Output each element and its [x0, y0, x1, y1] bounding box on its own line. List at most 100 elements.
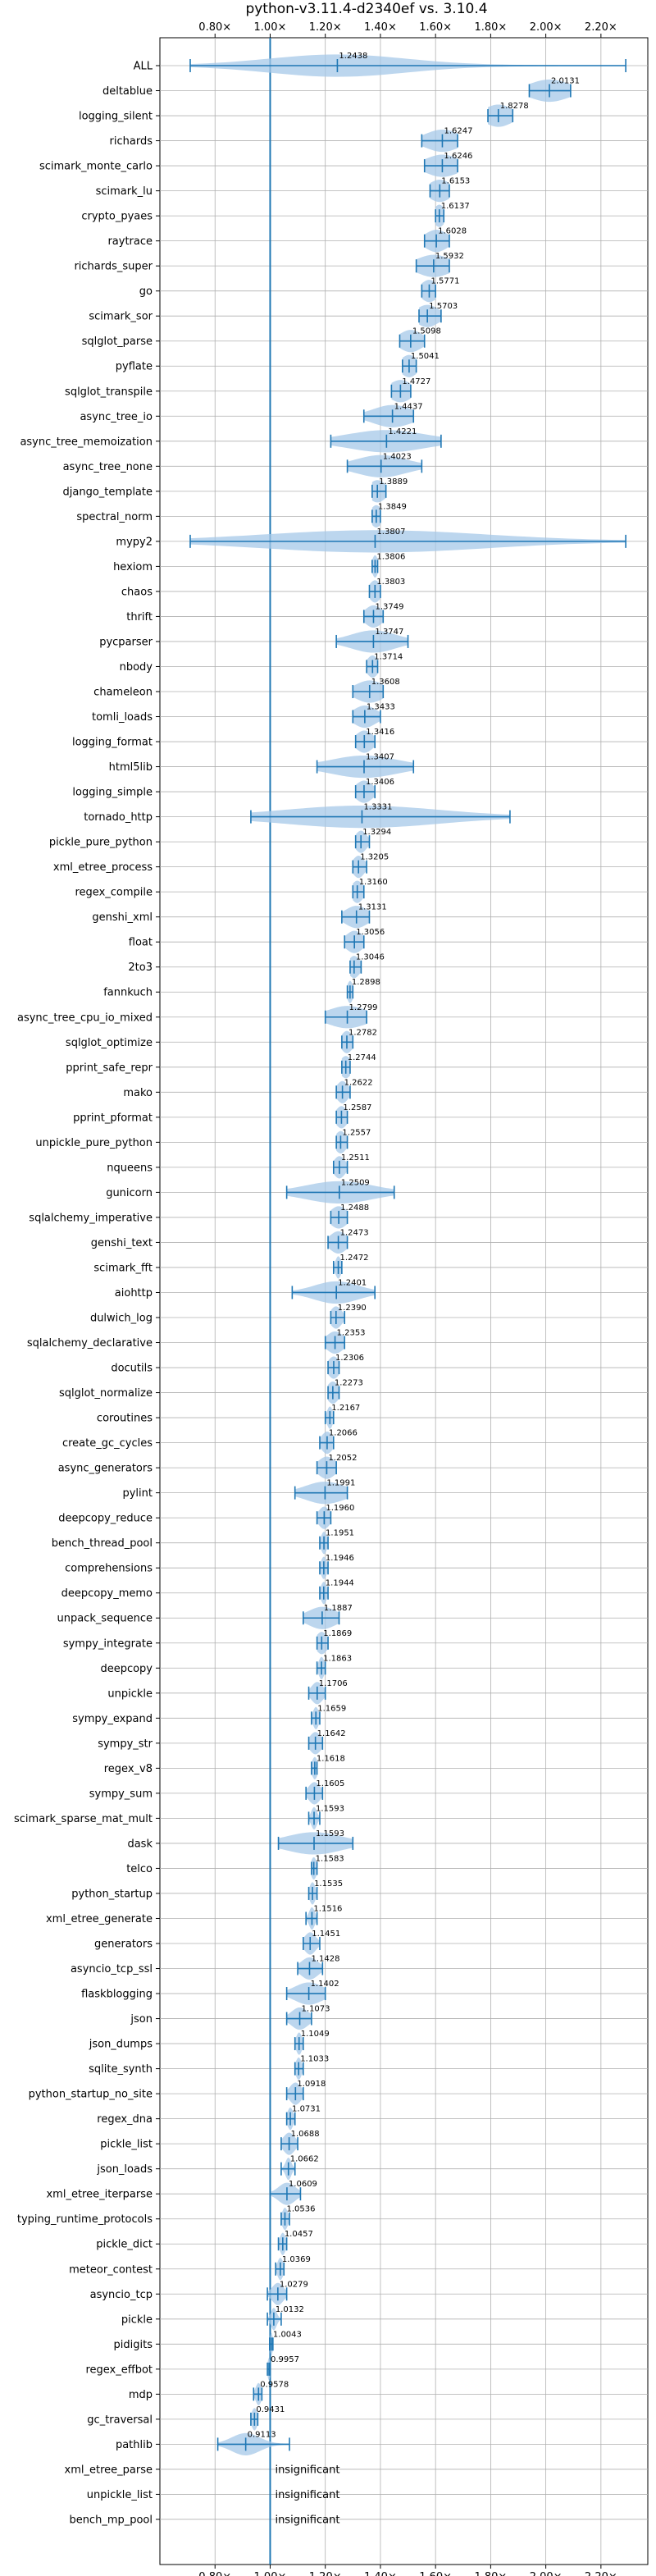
value-label-dask: 1.1593: [316, 1829, 344, 1838]
value-label-sympy-integrate: 1.1869: [323, 1629, 352, 1638]
category-label-mdp: mdp: [129, 2389, 153, 2401]
category-label-mako: mako: [123, 1087, 153, 1099]
category-label-tornado-http: tornado_http: [84, 811, 153, 824]
category-label-async-tree-memoization: async_tree_memoization: [20, 436, 153, 448]
category-label-sympy-sum: sympy_sum: [89, 1788, 153, 1800]
tick-label-top-1: 1.00×: [254, 21, 287, 34]
value-label-fannkuch: 1.2898: [352, 978, 380, 987]
value-label-float: 1.3056: [356, 928, 385, 937]
category-label-regex-effbot: regex_effbot: [85, 2364, 153, 2376]
value-label-pathlib: 0.9113: [248, 2430, 276, 2439]
plot-area: [159, 37, 649, 2565]
category-label-docutils: docutils: [111, 1363, 153, 1375]
category-label-unpickle-list: unpickle_list: [87, 2489, 153, 2501]
tick-label-bottom-6: 2.00×: [530, 2571, 563, 2576]
value-label-scimark-sparse-mat-mult: 1.1593: [316, 1804, 344, 1813]
value-label-regex-dna: 1.0731: [292, 2105, 321, 2114]
value-label-crypto-pyaes: 1.6137: [441, 202, 470, 211]
value-label-pycparser: 1.3747: [375, 628, 403, 637]
category-label-richards: richards: [110, 135, 153, 148]
insignificant-label-unpickle-list: insignificant: [275, 2489, 339, 2501]
category-label-xml-etree-parse: xml_etree_parse: [65, 2464, 153, 2476]
category-label-asyncio-tcp: asyncio_tcp: [90, 2289, 153, 2301]
category-label-pickle-list: pickle_list: [100, 2139, 153, 2151]
value-label-sqlalchemy-declarative: 1.2353: [337, 1329, 366, 1338]
value-label-logging-silent: 1.8278: [500, 102, 529, 111]
tick-label-bottom-2: 1.20×: [309, 2571, 342, 2576]
category-label-pprint-pformat: pprint_pformat: [73, 1112, 153, 1124]
value-label-async-tree-memoization: 1.4221: [388, 427, 417, 436]
category-label-scimark-sor: scimark_sor: [89, 311, 153, 323]
category-label-scimark-sparse-mat-mult: scimark_sparse_mat_mult: [14, 1813, 153, 1825]
value-label-tornado-http: 1.3331: [363, 803, 392, 812]
value-label-deepcopy-memo: 1.1944: [326, 1579, 354, 1588]
insignificant-label-xml-etree-parse: insignificant: [275, 2464, 339, 2476]
category-label-sqlglot-optimize: sqlglot_optimize: [66, 1037, 153, 1049]
value-label-gunicorn: 1.2509: [341, 1178, 370, 1187]
value-label-hexiom: 1.3806: [376, 552, 405, 561]
category-label-bench-thread-pool: bench_thread_pool: [52, 1537, 153, 1550]
category-label-async-generators: async_generators: [58, 1463, 153, 1475]
value-label-json-dumps: 1.1049: [301, 2030, 330, 2039]
value-label-regex-effbot: 0.9957: [271, 2355, 299, 2364]
x-axis-ticks: 0.80× 0.80× 1.00× 1.00× 1.20× 1.20× 1.40× 1.40×…: [156, 21, 617, 2576]
value-label-chameleon: 1.3608: [371, 678, 400, 687]
value-label-deepcopy-reduce: 1.1960: [326, 1504, 354, 1513]
value-label-nbody: 1.3714: [374, 652, 403, 661]
category-labels: ALL deltablue logging_silent richards scimar…: [14, 61, 153, 2527]
value-label-scimark-fft: 1.2472: [340, 1254, 369, 1263]
value-label-sqlglot-transpile: 1.4727: [402, 377, 430, 386]
category-label-regex-dna: regex_dna: [97, 2113, 153, 2126]
category-label-json-loads: json_loads: [96, 2163, 153, 2176]
value-label-richards: 1.6247: [444, 127, 472, 136]
value-label-sympy-sum: 1.1605: [316, 1779, 344, 1788]
value-label-generators: 1.1451: [312, 1930, 340, 1939]
category-label-chameleon: chameleon: [93, 687, 153, 699]
value-label-unpack-sequence: 1.1887: [324, 1604, 353, 1613]
tick-label-top-5: 1.80×: [474, 21, 507, 34]
category-label-sqlite-synth: sqlite_synth: [89, 2063, 153, 2076]
category-label-genshi-xml: genshi_xml: [92, 911, 153, 924]
category-label-pprint-safe-repr: pprint_safe_repr: [66, 1062, 153, 1074]
value-label-xml-etree-iterparse: 1.0609: [289, 2180, 317, 2189]
category-label-sympy-str: sympy_str: [98, 1738, 153, 1750]
value-label-raytrace: 1.6028: [438, 227, 467, 236]
value-label-sqlite-synth: 1.1033: [300, 2055, 329, 2064]
tick-label-bottom-0: 0.80×: [198, 2571, 231, 2576]
violins: [189, 54, 626, 2455]
value-label-pylint: 1.1991: [326, 1479, 355, 1488]
value-label-flaskblogging: 1.1402: [311, 1980, 339, 1989]
category-label-xml-etree-generate: xml_etree_generate: [46, 1913, 153, 1925]
value-label-logging-format: 1.3416: [366, 728, 394, 737]
value-label-genshi-text: 1.2473: [340, 1228, 369, 1237]
value-labels: 1.2438 2.0131 1.8278 1.6247 1.6246 1.6153 1.61…: [248, 52, 580, 2526]
category-label-go: go: [139, 285, 153, 298]
value-label-nqueens: 1.2511: [341, 1153, 370, 1162]
value-label-comprehensions: 1.1946: [326, 1554, 354, 1563]
category-label-unpickle: unpickle: [107, 1688, 153, 1700]
category-label-pidigits: pidigits: [114, 2339, 153, 2351]
category-label-logging-format: logging_format: [72, 737, 153, 749]
value-label-python-startup: 1.1535: [314, 1879, 343, 1889]
category-label-meteor-contest: meteor_contest: [69, 2263, 153, 2276]
value-label-deltablue: 2.0131: [551, 77, 580, 86]
value-label-pickle-dict: 1.0457: [285, 2230, 313, 2239]
category-label-scimark-fft: scimark_fft: [93, 1262, 153, 1274]
category-label-pickle: pickle: [121, 2313, 153, 2326]
value-label-async-generators: 1.2052: [328, 1454, 357, 1463]
category-label-telco: telco: [126, 1863, 153, 1875]
value-label-async-tree-io: 1.4437: [394, 402, 423, 411]
category-label-django-template: django_template: [63, 486, 153, 498]
value-label-pickle-pure-python: 1.3294: [362, 828, 391, 837]
category-label-python-startup-no-site: python_startup_no_site: [29, 2089, 153, 2101]
category-label-gc-traversal: gc_traversal: [87, 2414, 153, 2426]
value-label-all: 1.2438: [339, 52, 367, 61]
value-label-sqlglot-parse: 1.5098: [412, 327, 441, 336]
category-label-chaos: chaos: [121, 586, 153, 598]
value-label-json-loads: 1.0662: [290, 2155, 319, 2164]
value-label-unpickle-pure-python: 1.2557: [342, 1128, 371, 1137]
value-label-html5lib: 1.3407: [366, 753, 394, 762]
category-label-sympy-expand: sympy_expand: [72, 1713, 153, 1725]
category-label-float: float: [129, 937, 153, 949]
category-label-async-tree-cpu-io-mixed: async_tree_cpu_io_mixed: [17, 1012, 153, 1024]
